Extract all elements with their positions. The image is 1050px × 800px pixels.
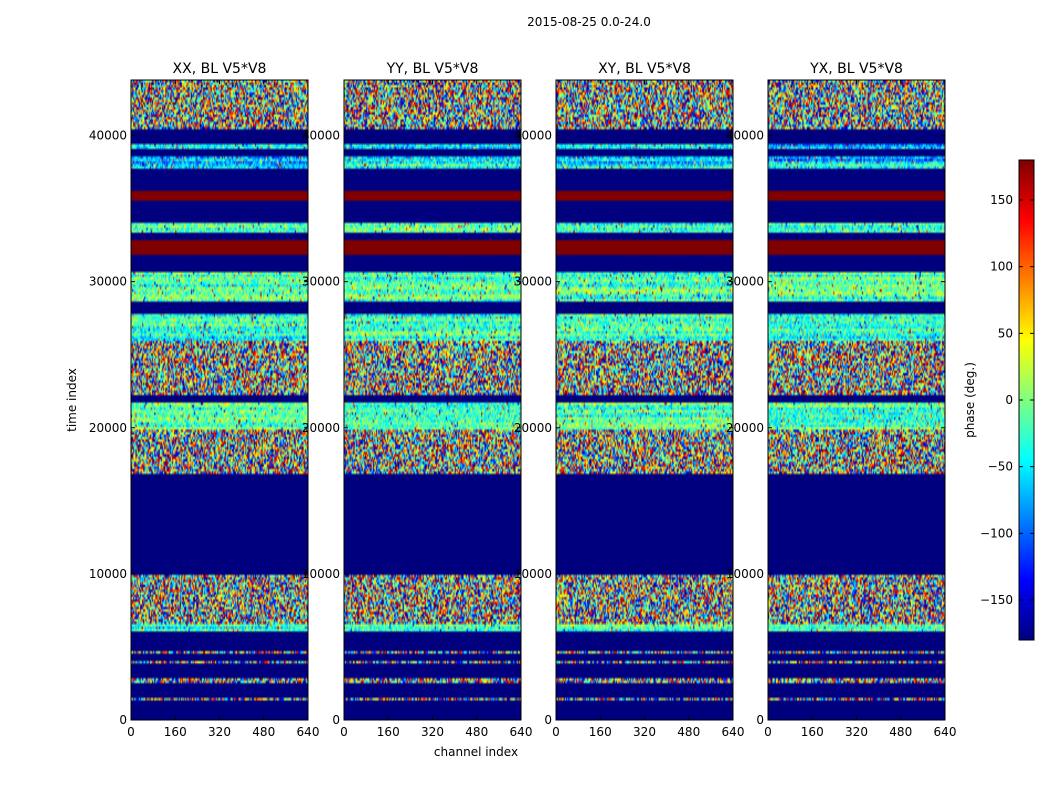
- y-axis-label: time index: [65, 368, 79, 432]
- panel-title: XX, BL V5*V8: [173, 61, 267, 77]
- y-tick-label: 40000: [302, 129, 340, 143]
- x-tick-label: 640: [934, 725, 957, 739]
- y-tick-label: 20000: [514, 421, 552, 435]
- y-tick-label: 10000: [726, 567, 764, 581]
- panel-xy: XY, BL V5*V8 0 160 320 480 640 0 10000 20000 3000…: [514, 61, 745, 739]
- y-tick-label: 20000: [89, 421, 127, 435]
- x-tick-label: 0: [340, 725, 348, 739]
- colorbar-tick-label: 50: [998, 326, 1013, 340]
- x-axis-label: channel index: [434, 745, 518, 759]
- y-tick-label: 40000: [726, 129, 764, 143]
- y-tick-label: 10000: [302, 567, 340, 581]
- x-tick-label: 160: [589, 725, 612, 739]
- x-tick-label: 320: [845, 725, 868, 739]
- y-tick-label: 0: [332, 713, 340, 727]
- colorbar-label: phase (deg.): [963, 362, 977, 438]
- y-tick-label: 10000: [89, 567, 127, 581]
- x-tick-label: 640: [510, 725, 533, 739]
- x-tick-label: 0: [552, 725, 560, 739]
- y-tick-label: 20000: [726, 421, 764, 435]
- y-tick-label: 0: [119, 713, 127, 727]
- phase-heatmap-xy: [556, 80, 733, 720]
- colorbar-tick-label: −50: [988, 460, 1013, 474]
- panel-title: XY, BL V5*V8: [598, 61, 691, 77]
- x-tick-label: 160: [801, 725, 824, 739]
- panel-yx: YX, BL V5*V8 0 160 320 480 640 0 10000 20000 3000…: [726, 61, 957, 739]
- panel-title: YX, BL V5*V8: [809, 61, 903, 77]
- panels-layer: XX, BL V5*V8 0 160 320 480 640 0 10000 20000 3000…: [89, 61, 957, 739]
- y-tick-label: 40000: [89, 129, 127, 143]
- x-tick-label: 320: [421, 725, 444, 739]
- x-tick-label: 0: [127, 725, 135, 739]
- panel-yy: YY, BL V5*V8 0 160 320 480 640 0 10000 20000 3000…: [302, 61, 533, 739]
- phase-heatmap-xx: [131, 80, 308, 720]
- panel-xx: XX, BL V5*V8 0 160 320 480 640 0 10000 20000 3000…: [89, 61, 320, 739]
- x-tick-label: 320: [633, 725, 656, 739]
- phase-heatmap-yx: [768, 80, 945, 720]
- x-tick-label: 160: [164, 725, 187, 739]
- x-tick-label: 640: [297, 725, 320, 739]
- y-tick-label: 30000: [302, 275, 340, 289]
- x-tick-label: 640: [722, 725, 745, 739]
- colorbar-tick-label: 0: [1005, 393, 1013, 407]
- panel-title: YY, BL V5*V8: [386, 61, 479, 77]
- x-tick-label: 480: [465, 725, 488, 739]
- y-tick-label: 20000: [302, 421, 340, 435]
- phase-heatmap-yy: [344, 80, 521, 720]
- x-tick-label: 480: [252, 725, 275, 739]
- x-tick-label: 480: [889, 725, 912, 739]
- y-tick-label: 0: [756, 713, 764, 727]
- x-tick-label: 480: [677, 725, 700, 739]
- colorbar-tick-label: 100: [990, 260, 1013, 274]
- x-tick-label: 0: [764, 725, 772, 739]
- y-tick-label: 30000: [89, 275, 127, 289]
- x-tick-label: 320: [208, 725, 231, 739]
- y-tick-label: 10000: [514, 567, 552, 581]
- y-tick-label: 30000: [726, 275, 764, 289]
- colorbar: −150 −100 −50 0 50 100 150 phase (deg.): [963, 159, 1035, 641]
- y-tick-label: 0: [544, 713, 552, 727]
- colorbar-tick-label: −100: [980, 526, 1013, 540]
- colorbar-tick-label: 150: [990, 193, 1013, 207]
- colorbar-tick-label: −150: [980, 593, 1013, 607]
- figure-suptitle: 2015-08-25 0.0-24.0: [527, 15, 651, 29]
- x-tick-label: 160: [377, 725, 400, 739]
- y-tick-label: 40000: [514, 129, 552, 143]
- y-tick-label: 30000: [514, 275, 552, 289]
